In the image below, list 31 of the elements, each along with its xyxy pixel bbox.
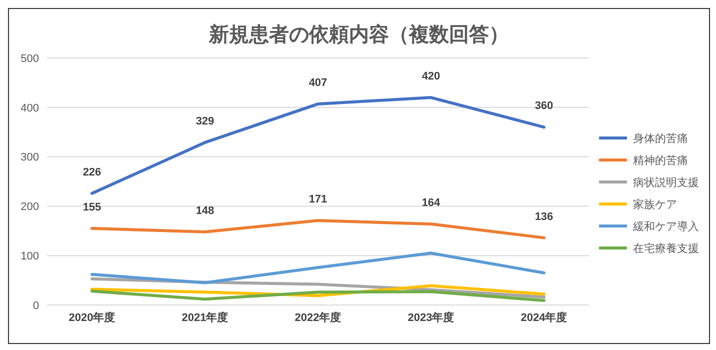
- data-label: 155: [82, 201, 102, 214]
- y-tick-label: 200: [20, 201, 39, 214]
- data-label: 360: [534, 100, 554, 112]
- data-label: 226: [82, 166, 102, 178]
- line-series: [90, 252, 546, 284]
- line-series: [90, 219, 546, 240]
- legend-label: 病状説明支援: [633, 176, 699, 190]
- x-tick-label: 2023年度: [408, 310, 454, 324]
- y-tick-label: 500: [20, 52, 39, 65]
- chart-title: 新規患者の依頼内容（複数回答）: [208, 22, 510, 48]
- y-tick-label: 300: [20, 152, 39, 164]
- data-label: 420: [422, 70, 440, 83]
- data-label: 407: [308, 76, 328, 89]
- legend-label: 在宅療養支援: [633, 242, 699, 256]
- y-tick-label: 100: [20, 250, 39, 263]
- legend-label: 精神的苦痛: [633, 154, 688, 168]
- data-label: 171: [308, 194, 328, 206]
- y-tick-label: 400: [20, 102, 39, 114]
- line-series: [90, 290, 546, 302]
- data-label: 329: [196, 115, 214, 128]
- x-tick-label: 2024年度: [520, 310, 568, 324]
- legend-label: 家族ケア: [633, 198, 677, 212]
- x-tick-label: 2021年度: [182, 310, 228, 324]
- data-label: 136: [534, 210, 554, 223]
- data-label: 148: [196, 204, 214, 217]
- legend-label: 身体的苦痛: [633, 132, 688, 146]
- y-tick-label: 0: [32, 300, 39, 312]
- data-label: 164: [422, 196, 442, 209]
- x-tick-label: 2020年度: [68, 310, 116, 324]
- x-tick-label: 2022年度: [294, 310, 342, 324]
- legend-label: 緩和ケア導入: [633, 220, 699, 234]
